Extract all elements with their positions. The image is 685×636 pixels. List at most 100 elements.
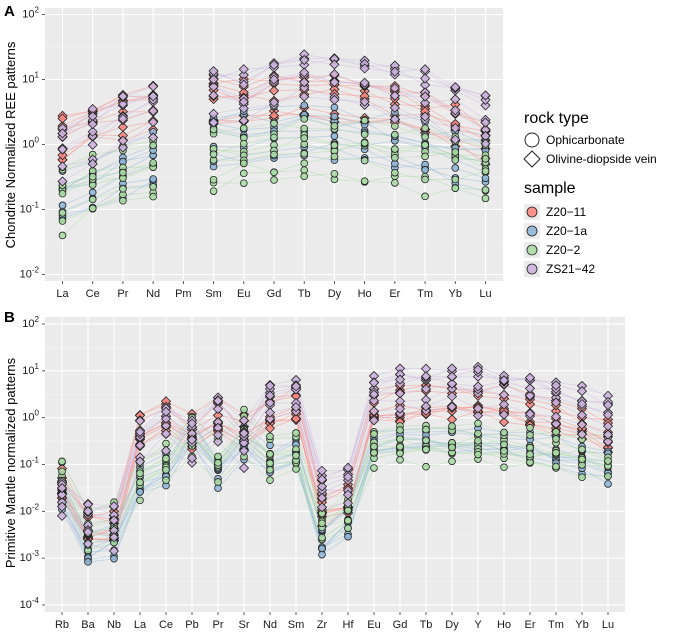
series-trace-zs21-42 [61, 367, 609, 516]
series-trace-z20-1a [61, 419, 609, 535]
series-trace-z20-1a [61, 420, 609, 536]
data-point-zs21-42 [87, 158, 98, 169]
data-point-z20-2 [136, 478, 144, 487]
data-point-zs21-42 [148, 132, 159, 143]
data-point-z20-2 [500, 463, 508, 472]
data-point-zs21-42 [420, 371, 432, 382]
x-tick-label-pr: Pr [117, 288, 128, 300]
data-point-zs21-42 [82, 527, 94, 538]
series-trace-z20-11 [62, 74, 486, 132]
data-point-z20-2 [421, 152, 429, 161]
data-point-zs21-42 [56, 510, 68, 521]
data-point-zs21-42 [299, 67, 310, 78]
data-point-z20-2 [422, 436, 430, 445]
data-point-zs21-42 [450, 82, 461, 93]
series-trace-z20-1a [62, 135, 486, 206]
series-trace-z20-1a [62, 155, 486, 219]
x-tick-label-sm: Sm [288, 619, 305, 631]
data-point-z20-1a [300, 101, 309, 110]
data-point-z20-2 [270, 133, 278, 142]
data-point-zs21-42 [472, 410, 484, 421]
data-point-zs21-42 [420, 111, 431, 122]
data-point-z20-2 [451, 148, 460, 156]
series-trace-z20-11 [61, 410, 609, 541]
series-trace-z20-2 [62, 136, 486, 186]
x-tick-label-gd: Gd [393, 619, 408, 631]
data-point-z20-2 [214, 478, 222, 486]
data-point-z20-1a [330, 112, 339, 121]
panel-b-y-ticks: 10-4 10-3 10-2 10-1 100 101 102 [20, 315, 45, 611]
data-point-zs21-42 [450, 122, 461, 134]
series-trace-zs21-42 [62, 87, 486, 167]
data-point-zs21-42 [316, 474, 328, 485]
series-trace-z20-1a [62, 146, 486, 216]
data-point-zs21-42 [450, 105, 461, 116]
legend-color-label: Z20−2 [546, 243, 581, 257]
data-point-zs21-42 [134, 440, 146, 451]
data-point-zs21-42 [420, 73, 431, 84]
data-point-zs21-42 [117, 98, 128, 110]
series-trace-z20-2 [62, 143, 486, 195]
data-point-z20-2 [370, 442, 378, 451]
data-point-z20-2 [451, 184, 460, 193]
data-point-z20-2 [214, 452, 222, 461]
y-tick-label: 10-2 [20, 266, 40, 281]
data-point-zs21-42 [498, 389, 510, 400]
y-tick-label: 100 [22, 136, 39, 151]
data-point-z20-2 [422, 462, 430, 471]
data-point-z20-2 [448, 443, 456, 452]
data-point-zs21-42 [480, 117, 491, 128]
data-point-z20-2 [481, 186, 490, 194]
data-point-zs21-42 [208, 90, 219, 101]
data-point-zs21-42 [576, 386, 588, 397]
data-point-zs21-42 [576, 419, 588, 430]
data-point-zs21-42 [160, 428, 172, 439]
panel-b-chart: 10-4 10-3 10-2 10-1 100 101 102 Rb Ba Nb La Ce Pb Pr… [20, 315, 625, 631]
series-trace-zs21-42 [62, 72, 486, 150]
data-point-z20-1a [344, 532, 352, 541]
data-point-zs21-42 [212, 429, 224, 440]
data-point-zs21-42 [82, 538, 94, 549]
data-point-zs21-42 [238, 96, 249, 107]
data-point-zs21-42 [264, 397, 276, 408]
x-tick-label-ho: Ho [497, 619, 511, 631]
data-point-zs21-42 [186, 453, 198, 464]
y-tick-label: 102 [22, 315, 39, 330]
data-point-zs21-42 [472, 364, 484, 375]
x-tick-label-y: Y [474, 619, 482, 631]
series-trace-z20-11 [61, 405, 609, 540]
data-point-zs21-42 [238, 428, 250, 439]
series-trace-z20-2 [61, 437, 609, 546]
series-trace-z20-1a [62, 104, 486, 172]
legend-shape-label: Ophicarbonate [546, 133, 625, 147]
data-point-zs21-42 [446, 378, 458, 389]
data-point-z20-2 [266, 459, 274, 468]
panel-a-y-axis-title: Chondrite Normalized REE patterns [3, 41, 18, 248]
data-point-z20-2 [162, 466, 170, 474]
data-point-z20-1a [110, 554, 118, 563]
series-trace-zs21-42 [61, 376, 609, 521]
data-point-z20-2 [162, 454, 170, 463]
series-trace-zs21-42 [61, 383, 609, 526]
series-trace-z20-2 [61, 429, 609, 534]
series-trace-z20-11 [61, 405, 609, 537]
x-tick-label-yb: Yb [449, 288, 462, 300]
series-trace-z20-1a [61, 445, 609, 560]
data-point-zs21-42 [56, 501, 68, 512]
data-point-zs21-42 [108, 515, 120, 526]
data-point-z20-2 [240, 405, 248, 414]
data-point-z20-2 [300, 124, 309, 133]
panel-a-x-ticks: La Ce Pr Nd Pm Sm Eu Gd Tb Dy Ho Er Tm Yb Lu [56, 281, 492, 300]
series-trace-z20-2 [62, 123, 486, 171]
y-tick-label: 102 [22, 6, 39, 21]
x-tick-label-la: La [56, 288, 69, 300]
data-point-zs21-42 [550, 418, 562, 429]
data-point-z20-2 [370, 464, 378, 472]
series-trace-zs21-42 [61, 406, 609, 552]
data-point-z20-2 [330, 122, 339, 130]
data-point-z20-2 [474, 419, 482, 428]
panel-a-marks [57, 49, 491, 240]
data-point-z20-1a [421, 166, 429, 174]
data-point-zs21-42 [134, 426, 146, 437]
series-trace-z20-2 [61, 415, 609, 516]
